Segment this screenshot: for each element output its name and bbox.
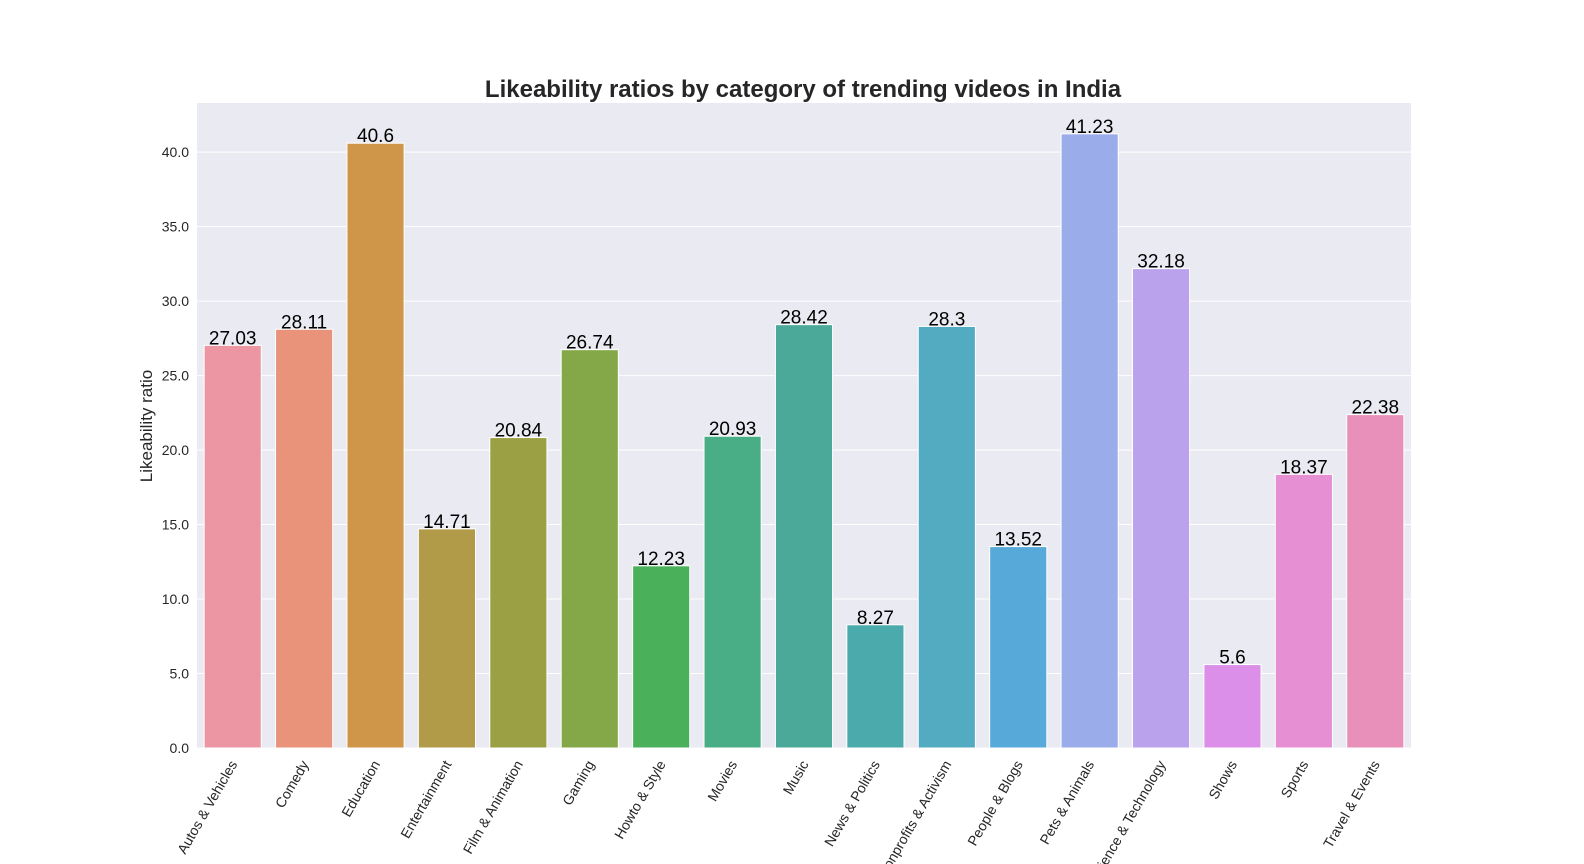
data-label: 22.38 [1352, 398, 1400, 419]
bar [346, 142, 405, 749]
y-tick-label: 5.0 [170, 666, 190, 682]
bar [203, 344, 262, 749]
bar [774, 324, 834, 749]
bar [1131, 268, 1191, 749]
bar [632, 565, 691, 749]
data-label: 41.23 [1066, 117, 1114, 138]
data-label: 26.74 [566, 333, 614, 354]
data-label: 5.6 [1219, 648, 1245, 669]
bar [703, 435, 762, 749]
bar [417, 528, 477, 749]
data-label: 18.37 [1280, 457, 1328, 478]
y-tick-label: 10.0 [162, 591, 189, 607]
bar [275, 328, 334, 749]
bar [1203, 664, 1262, 749]
bar [989, 546, 1048, 749]
bar [917, 325, 976, 749]
value-labels: 27.03 28.11 40.6 14.71 20.84 26.74 12.23 20.93 2… [209, 117, 1399, 669]
bar [1274, 473, 1333, 749]
data-label: 14.71 [423, 512, 471, 533]
y-tick-label: 25.0 [162, 368, 189, 384]
data-label: 28.3 [928, 309, 965, 330]
data-label: 28.42 [780, 308, 828, 329]
data-label: 20.84 [495, 421, 543, 442]
data-label: 13.52 [994, 530, 1042, 551]
y-tick-label: 40.0 [162, 144, 189, 160]
data-label: 8.27 [857, 608, 894, 629]
bar [1060, 133, 1119, 749]
y-tick-label: 30.0 [162, 293, 189, 309]
bar [560, 349, 619, 749]
bar [489, 437, 548, 749]
y-tick-label: 20.0 [162, 442, 189, 458]
y-axis-ticks: 0.0 5.0 10.0 15.0 20.0 25.0 30.0 35.0 40.0 [162, 144, 189, 756]
data-label: 12.23 [637, 549, 685, 570]
y-tick-label: 15.0 [162, 517, 189, 533]
y-axis-label: Likeability ratio [137, 370, 156, 482]
data-label: 32.18 [1137, 252, 1185, 273]
data-label: 40.6 [357, 126, 394, 147]
bars [203, 133, 1405, 749]
y-tick-label: 0.0 [170, 740, 190, 756]
data-label: 20.93 [709, 419, 757, 440]
bar [846, 624, 905, 749]
y-tick-label: 35.0 [162, 219, 189, 235]
data-label: 27.03 [209, 328, 257, 349]
data-label: 28.11 [281, 312, 327, 333]
chart-title: Likeability ratios by category of trendi… [485, 76, 1122, 103]
bar [1346, 414, 1405, 749]
